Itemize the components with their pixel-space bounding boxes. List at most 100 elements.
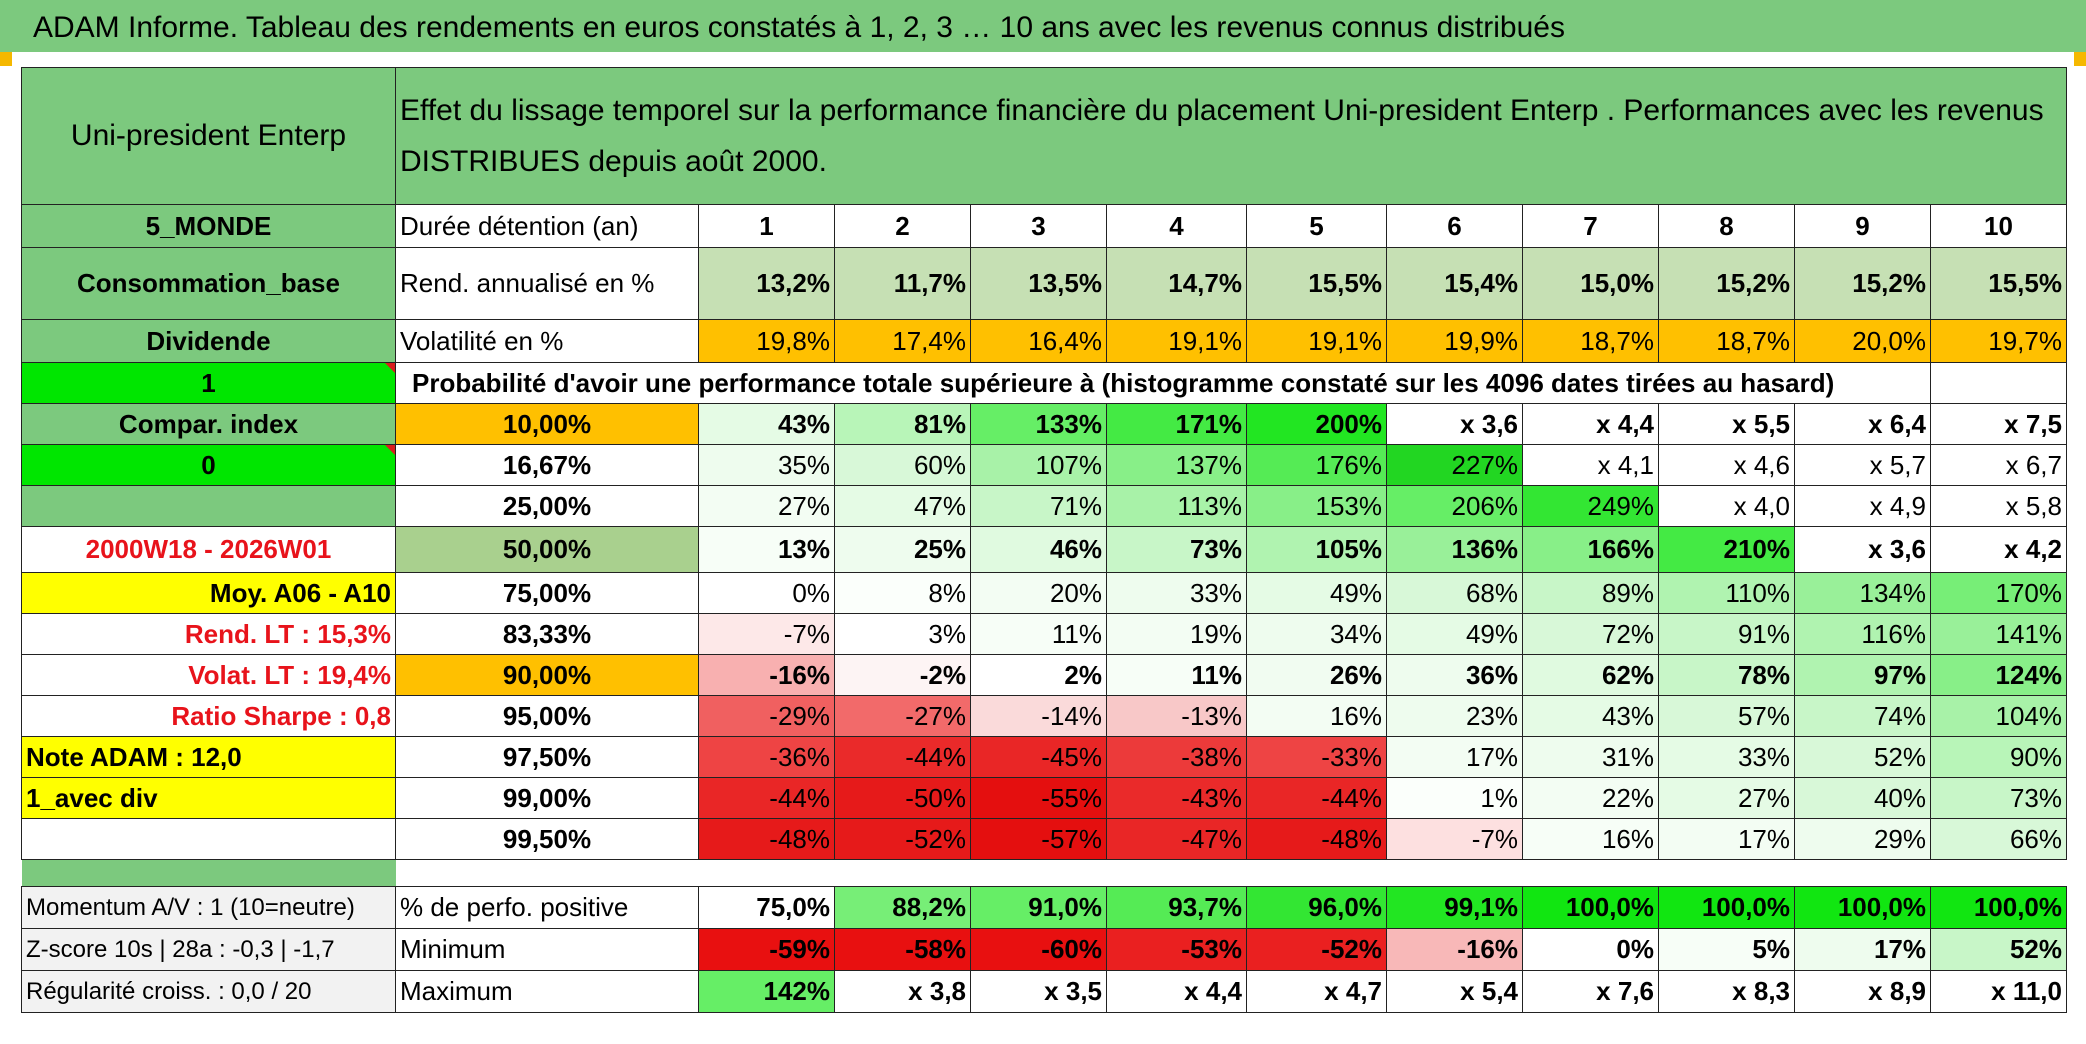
prob-value: 249%	[1522, 485, 1659, 527]
prob-value: 72%	[1522, 613, 1659, 655]
prob-value: -48%	[698, 818, 835, 860]
prob-value: 136%	[1386, 526, 1523, 573]
prob-value: 60%	[834, 444, 971, 486]
prob-value: 35%	[698, 444, 835, 486]
year-header: 3	[970, 204, 1107, 248]
prob-value: -29%	[698, 695, 835, 737]
spacer	[1795, 860, 1931, 887]
prob-value: 8%	[834, 572, 971, 614]
prob-value: 16%	[1246, 695, 1387, 737]
prob-value: 47%	[834, 485, 971, 527]
prob-value: 27%	[698, 485, 835, 527]
prob-value: 27%	[1658, 777, 1795, 819]
prob-value: 153%	[1246, 485, 1387, 527]
moy-label: Moy. A06 - A10	[21, 572, 396, 614]
spacer	[835, 860, 971, 887]
fund-name: Uni-president Enterp	[21, 67, 396, 205]
prob-value: 210%	[1658, 526, 1795, 573]
corner-marker	[2074, 52, 2086, 66]
prob-value: 176%	[1246, 444, 1387, 486]
prob-value: 0%	[698, 572, 835, 614]
flag-one: 1	[21, 362, 396, 404]
prob-value: -44%	[834, 736, 971, 778]
prob-value: 62%	[1522, 654, 1659, 696]
probability-threshold: 50,00%	[395, 526, 699, 573]
prob-value: -36%	[698, 736, 835, 778]
year-header: 1	[698, 204, 835, 248]
empty-cell	[21, 818, 396, 860]
minimum-value: -60%	[970, 928, 1107, 971]
period-label: 2000W18 - 2026W01	[21, 526, 396, 573]
vol-value: 20,0%	[1794, 319, 1931, 363]
prob-value: 206%	[1386, 485, 1523, 527]
year-header: 4	[1106, 204, 1247, 248]
year-header: 6	[1386, 204, 1523, 248]
prob-value: 43%	[698, 403, 835, 445]
prob-value: -33%	[1246, 736, 1387, 778]
rend-value: 15,2%	[1794, 247, 1931, 320]
probability-threshold: 97,50%	[395, 736, 699, 778]
prob-value: 78%	[1658, 654, 1795, 696]
prob-value: 66%	[1930, 818, 2067, 860]
prob-value: 46%	[970, 526, 1107, 573]
spacer	[1107, 860, 1247, 887]
prob-value: 2%	[970, 654, 1107, 696]
prob-value: 17%	[1658, 818, 1795, 860]
prob-value: 33%	[1658, 736, 1795, 778]
prob-value: x 4,1	[1522, 444, 1659, 486]
prob-value: -43%	[1106, 777, 1247, 819]
prob-value: 134%	[1794, 572, 1931, 614]
spacer	[1523, 860, 1659, 887]
prob-value: 11%	[1106, 654, 1247, 696]
positive-value: 100,0%	[1794, 886, 1931, 929]
prob-value: x 7,5	[1930, 403, 2067, 445]
prob-value: x 5,5	[1658, 403, 1795, 445]
rend-value: 15,5%	[1246, 247, 1387, 320]
proba-label: Probabilité d'avoir une performance tota…	[395, 362, 1931, 404]
positive-label: % de perfo. positive	[395, 886, 699, 929]
prob-value: 1%	[1386, 777, 1523, 819]
prob-value: 43%	[1522, 695, 1659, 737]
maximum-value: x 7,6	[1522, 970, 1659, 1013]
prob-value: -27%	[834, 695, 971, 737]
probability-threshold: 10,00%	[395, 403, 699, 445]
prob-value: x 4,9	[1794, 485, 1931, 527]
probability-threshold: 16,67%	[395, 444, 699, 486]
spacer	[1247, 860, 1387, 887]
positive-value: 93,7%	[1106, 886, 1247, 929]
prob-value: 31%	[1522, 736, 1659, 778]
prob-value: -38%	[1106, 736, 1247, 778]
vol-value: 19,1%	[1106, 319, 1247, 363]
avec-div-label: 1_avec div	[21, 777, 396, 819]
spacer	[396, 860, 699, 887]
prob-value: -44%	[698, 777, 835, 819]
prob-value: -50%	[834, 777, 971, 819]
prob-value: 90%	[1930, 736, 2067, 778]
income-label: Dividende	[21, 319, 396, 363]
rend-label: Rend. annualisé en %	[395, 247, 699, 320]
maximum-value: 142%	[698, 970, 835, 1013]
positive-value: 75,0%	[698, 886, 835, 929]
spacer	[699, 860, 835, 887]
prob-value: x 4,2	[1930, 526, 2067, 573]
minimum-label: Minimum	[395, 928, 699, 971]
duree-label: Durée détention (an)	[395, 204, 699, 248]
prob-value: 89%	[1522, 572, 1659, 614]
prob-value: 57%	[1658, 695, 1795, 737]
prob-value: 16%	[1522, 818, 1659, 860]
minimum-value: -59%	[698, 928, 835, 971]
prob-value: 124%	[1930, 654, 2067, 696]
vol-value: 18,7%	[1658, 319, 1795, 363]
probability-threshold: 75,00%	[395, 572, 699, 614]
rend-value: 13,5%	[970, 247, 1107, 320]
prob-value: 52%	[1794, 736, 1931, 778]
spacer	[21, 859, 396, 887]
prob-value: -48%	[1246, 818, 1387, 860]
prob-value: x 6,4	[1794, 403, 1931, 445]
vol-value: 19,8%	[698, 319, 835, 363]
year-header: 5	[1246, 204, 1387, 248]
maximum-value: x 8,3	[1658, 970, 1795, 1013]
spacer	[1387, 860, 1523, 887]
returns-table: Uni-president Enterp Effet du lissage tem…	[21, 67, 2067, 1013]
prob-value: x 4,4	[1522, 403, 1659, 445]
